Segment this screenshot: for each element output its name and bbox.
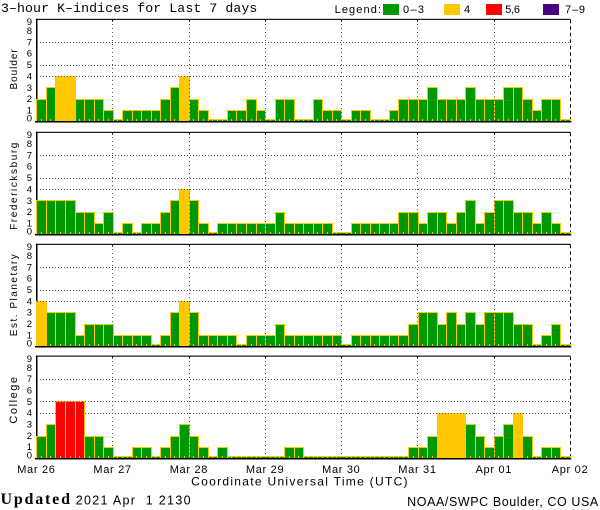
svg-text:8: 8 bbox=[27, 251, 32, 262]
svg-text:2: 2 bbox=[27, 207, 32, 218]
svg-text:Mar 31: Mar 31 bbox=[398, 464, 436, 476]
svg-text:9: 9 bbox=[27, 242, 32, 253]
svg-text:9: 9 bbox=[27, 17, 32, 28]
svg-text:9: 9 bbox=[27, 130, 32, 141]
svg-text:8: 8 bbox=[27, 363, 32, 374]
svg-text:1: 1 bbox=[27, 442, 32, 453]
svg-text:8: 8 bbox=[27, 26, 32, 37]
svg-text:NOAA/SWPC Boulder, CO USA: NOAA/SWPC Boulder, CO USA bbox=[407, 495, 599, 509]
svg-text:2021 Apr 1 2130: 2021 Apr 1 2130 bbox=[76, 493, 192, 507]
svg-text:6: 6 bbox=[27, 386, 32, 397]
svg-text:0: 0 bbox=[27, 226, 32, 237]
svg-text:2: 2 bbox=[27, 319, 32, 330]
svg-text:0–3: 0–3 bbox=[403, 4, 425, 16]
svg-text:1: 1 bbox=[27, 106, 32, 117]
svg-text:Mar 28: Mar 28 bbox=[170, 464, 208, 476]
svg-text:Legend:: Legend: bbox=[335, 4, 383, 16]
svg-text:9: 9 bbox=[27, 354, 32, 365]
svg-text:6: 6 bbox=[27, 274, 32, 285]
svg-text:5,6: 5,6 bbox=[505, 4, 520, 16]
svg-text:7–9: 7–9 bbox=[565, 4, 586, 16]
svg-text:0: 0 bbox=[27, 338, 32, 349]
svg-text:4: 4 bbox=[464, 4, 470, 16]
svg-text:4: 4 bbox=[27, 184, 32, 195]
svg-text:College: College bbox=[8, 375, 20, 423]
svg-text:3: 3 bbox=[27, 196, 32, 207]
svg-text:5: 5 bbox=[27, 173, 32, 184]
svg-text:Coordinate Universal Time (UTC: Coordinate Universal Time (UTC) bbox=[191, 475, 409, 489]
svg-text:2: 2 bbox=[27, 431, 32, 442]
svg-text:Mar 26: Mar 26 bbox=[17, 464, 55, 476]
svg-text:4: 4 bbox=[27, 408, 32, 419]
svg-text:6: 6 bbox=[27, 162, 32, 173]
svg-text:3: 3 bbox=[27, 420, 32, 431]
svg-text:Apr 01: Apr 01 bbox=[476, 464, 513, 476]
svg-text:1: 1 bbox=[27, 219, 32, 230]
svg-text:Mar 27: Mar 27 bbox=[93, 464, 131, 476]
svg-text:7: 7 bbox=[27, 374, 32, 385]
svg-text:Updated: Updated bbox=[1, 491, 72, 508]
svg-text:5: 5 bbox=[27, 285, 32, 296]
svg-text:0: 0 bbox=[27, 450, 32, 461]
svg-text:7: 7 bbox=[27, 37, 32, 48]
svg-text:1: 1 bbox=[27, 330, 32, 341]
svg-text:Mar 29: Mar 29 bbox=[246, 464, 284, 476]
svg-text:Apr 02: Apr 02 bbox=[552, 464, 589, 476]
svg-text:5: 5 bbox=[27, 60, 32, 71]
svg-text:7: 7 bbox=[27, 150, 32, 161]
svg-text:6: 6 bbox=[27, 49, 32, 60]
svg-text:3: 3 bbox=[27, 83, 32, 94]
svg-text:4: 4 bbox=[27, 296, 32, 307]
svg-text:8: 8 bbox=[27, 139, 32, 150]
svg-text:Boulder: Boulder bbox=[9, 48, 20, 89]
svg-text:5: 5 bbox=[27, 397, 32, 408]
svg-text:2: 2 bbox=[27, 94, 32, 105]
svg-text:0: 0 bbox=[27, 113, 32, 124]
svg-text:4: 4 bbox=[27, 71, 32, 82]
svg-text:3–hour K–indices for Last 7 da: 3–hour K–indices for Last 7 days bbox=[1, 1, 257, 16]
svg-text:7: 7 bbox=[27, 262, 32, 273]
svg-text:Mar 30: Mar 30 bbox=[322, 464, 360, 476]
svg-text:Est. Planetary: Est. Planetary bbox=[9, 253, 20, 336]
svg-text:Fredericksburg: Fredericksburg bbox=[9, 141, 20, 230]
svg-text:3: 3 bbox=[27, 308, 32, 319]
